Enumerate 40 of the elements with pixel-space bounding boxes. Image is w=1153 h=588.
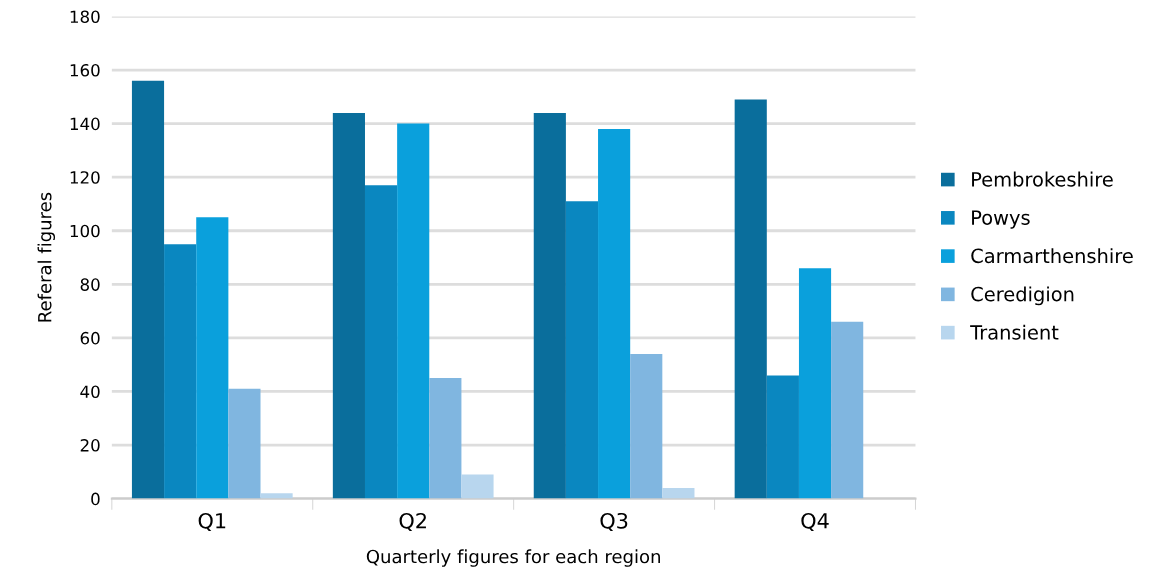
bar: [630, 353, 663, 499]
bar: [831, 321, 864, 499]
legend-label: Carmarthenshire: [971, 248, 1133, 264]
bar: [228, 388, 261, 499]
y-tick-label: 140: [70, 117, 100, 131]
legend-label: Pembrokeshire: [972, 171, 1113, 187]
bar: [565, 201, 599, 499]
bar: [461, 474, 494, 499]
y-tick-label: 100: [70, 224, 100, 238]
y-tick-label: 0: [91, 492, 100, 506]
bar: [766, 375, 799, 499]
bar: [260, 493, 293, 499]
y-tick-label: 160: [70, 64, 100, 77]
bar: [164, 244, 197, 499]
y-tick-label: 180: [70, 10, 100, 24]
bar: [662, 487, 695, 499]
bar: [734, 99, 767, 499]
bar: [598, 128, 631, 499]
legend-label: Powys: [972, 210, 1030, 229]
x-tick-label: Q4: [801, 512, 829, 532]
bar: [131, 80, 165, 499]
bar: [196, 217, 229, 499]
bar: [332, 112, 365, 499]
y-axis-title: Referal figures: [37, 192, 56, 322]
y-tick-label: 80: [80, 278, 100, 291]
bar: [798, 268, 832, 499]
x-tick-label: Q3: [600, 512, 628, 532]
bar: [429, 378, 462, 499]
legend-label: Ceredigion: [971, 286, 1074, 306]
x-tick-label: Q2: [399, 512, 426, 532]
y-tick-label: 120: [70, 171, 100, 184]
x-tick-label: Q1: [198, 512, 226, 532]
bar: [364, 185, 398, 499]
bar: [397, 123, 430, 499]
legend-label: Transient: [970, 324, 1059, 340]
y-tick-label: 20: [80, 439, 100, 452]
y-tick-label: 40: [80, 385, 100, 399]
x-axis-title: Quarterly figures for each region: [366, 549, 660, 567]
y-tick-label: 60: [80, 331, 100, 345]
bar: [533, 112, 566, 499]
